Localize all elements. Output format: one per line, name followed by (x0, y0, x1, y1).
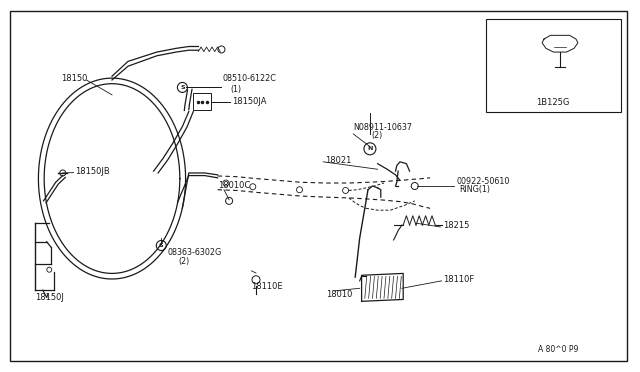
Text: RING(1): RING(1) (460, 185, 490, 194)
Text: 18110E: 18110E (251, 282, 282, 291)
Text: 18150JB: 18150JB (76, 167, 110, 176)
Text: 18110F: 18110F (444, 275, 475, 284)
Text: 18150: 18150 (61, 74, 87, 83)
Bar (193, 93, 211, 110)
Text: 18021: 18021 (325, 156, 351, 165)
Circle shape (156, 241, 166, 250)
Text: 08363-6302G: 08363-6302G (168, 248, 222, 257)
Text: A 80^0 P9: A 80^0 P9 (538, 345, 578, 354)
Text: 18150JA: 18150JA (232, 97, 266, 106)
Text: S: S (180, 85, 185, 90)
Text: 18150J: 18150J (35, 293, 64, 302)
Text: S: S (159, 243, 164, 248)
Bar (486, 19, 621, 112)
Text: 18215: 18215 (444, 221, 470, 230)
Text: 1B125G: 1B125G (536, 98, 570, 107)
Text: 08510-6122C: 08510-6122C (222, 74, 276, 83)
Text: 18010: 18010 (326, 290, 353, 299)
Text: 00922-50610: 00922-50610 (457, 177, 510, 186)
Circle shape (364, 143, 376, 155)
Text: 18010C: 18010C (218, 182, 250, 190)
Text: (2): (2) (371, 131, 383, 140)
Text: N: N (367, 146, 372, 151)
Text: (1): (1) (230, 85, 241, 94)
Text: (2): (2) (178, 257, 189, 266)
Circle shape (177, 83, 188, 92)
Text: N08911-10637: N08911-10637 (353, 123, 412, 132)
